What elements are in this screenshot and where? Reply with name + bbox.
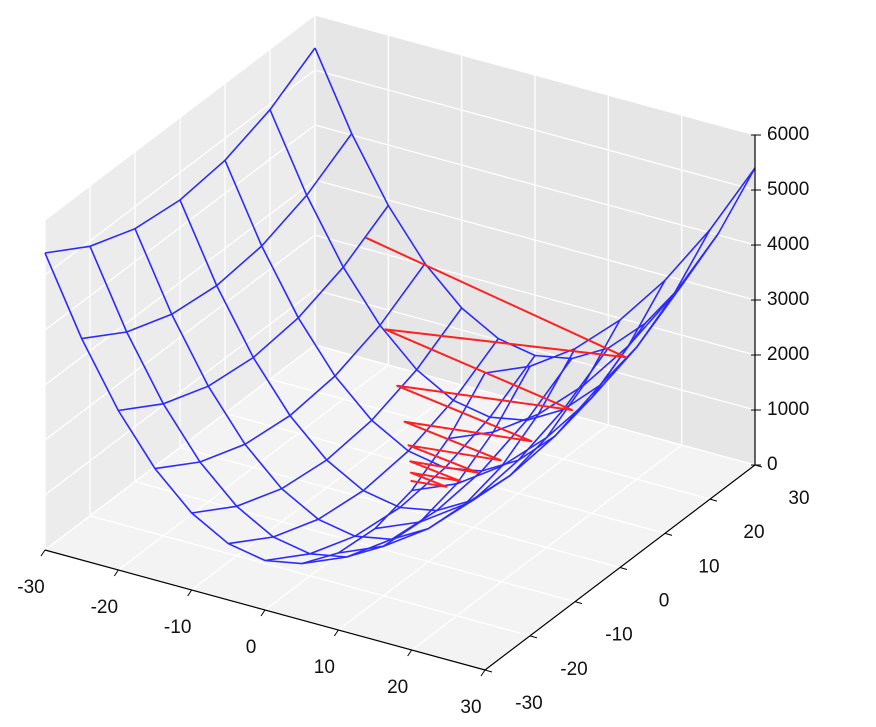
surface-line — [484, 167, 756, 374]
grid-line — [44, 234, 316, 441]
grid-line — [44, 124, 316, 331]
x-tick-label: -10 — [164, 617, 191, 638]
x-tick-label: 20 — [387, 677, 408, 698]
surface-line — [411, 285, 683, 492]
y-tick-label: -20 — [560, 659, 587, 680]
y-tick — [574, 601, 583, 605]
grid-line — [44, 289, 316, 496]
surface-line — [228, 338, 499, 545]
z-tick-label: 1000 — [767, 399, 809, 420]
surface-line — [301, 358, 573, 565]
y-tick-label: 0 — [659, 591, 670, 612]
surface-line — [448, 233, 719, 440]
z-tick-label: 6000 — [767, 124, 809, 145]
x-tick — [40, 549, 46, 557]
grid-line — [224, 412, 666, 534]
grid-line — [269, 378, 711, 500]
grid-line — [314, 14, 756, 136]
x-tick-label: 10 — [314, 657, 335, 678]
grid-line — [314, 289, 756, 411]
surface-line — [264, 355, 536, 562]
z-tick-label: 3000 — [767, 289, 809, 310]
y-tick-label: 30 — [788, 488, 809, 509]
x-tick — [333, 629, 339, 637]
y-tick-label: -30 — [515, 693, 542, 714]
y-tick-label: 10 — [698, 556, 719, 577]
grid-line — [44, 69, 316, 276]
y-tick — [484, 669, 493, 673]
surface-line — [154, 263, 426, 470]
grid-line — [314, 234, 756, 356]
x-tick — [187, 589, 193, 597]
y-tick — [709, 498, 718, 502]
surface-line — [118, 205, 389, 412]
x-tick-label: 0 — [246, 637, 257, 658]
y-tick — [664, 532, 673, 536]
grid-line — [44, 179, 316, 386]
descent-path — [365, 236, 627, 488]
grid-line — [44, 344, 316, 551]
grid-line — [314, 124, 756, 246]
x-tick-label: -20 — [91, 597, 118, 618]
grid-line — [314, 69, 756, 191]
y-tick-label: 20 — [743, 522, 764, 543]
z-tick-label: 0 — [767, 454, 778, 475]
y-tick — [529, 635, 538, 639]
surface-line — [44, 47, 316, 254]
x-tick — [480, 669, 486, 677]
x-tick-label: -30 — [17, 577, 44, 598]
z-tick-label: 2000 — [767, 344, 809, 365]
z-tick-label: 4000 — [767, 234, 809, 255]
y-tick — [619, 567, 628, 570]
y-tick-label: -10 — [605, 625, 632, 646]
z-tick-label: 5000 — [767, 179, 809, 200]
x-tick — [113, 569, 119, 577]
surface-line — [191, 307, 463, 514]
x-tick-label: 30 — [460, 697, 481, 718]
grid-line — [44, 14, 316, 221]
surface-line — [374, 323, 646, 530]
surface-line — [81, 133, 353, 340]
x-tick — [260, 609, 266, 617]
grid-line — [89, 515, 531, 637]
x-tick — [407, 649, 413, 657]
